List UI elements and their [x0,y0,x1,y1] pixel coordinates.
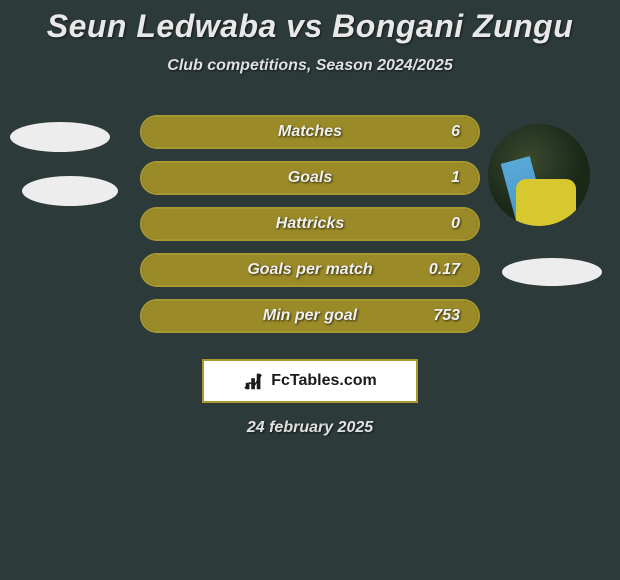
stat-row-goals: Goals 1 [140,161,480,195]
stat-row-min-per-goal: Min per goal 753 [140,299,480,333]
stat-row-matches: Matches 6 [140,115,480,149]
stat-value: 6 [451,123,460,141]
stat-label: Matches [278,123,342,141]
stat-row-goals-per-match: Goals per match 0.17 [140,253,480,287]
stat-label: Hattricks [276,215,344,233]
subtitle: Club competitions, Season 2024/2025 [167,57,452,75]
stat-value: 0 [451,215,460,233]
comparison-card: Seun Ledwaba vs Bongani Zungu Club compe… [0,0,620,437]
date-text: 24 february 2025 [247,419,373,437]
page-title: Seun Ledwaba vs Bongani Zungu [47,8,574,45]
stat-label: Min per goal [263,307,357,325]
stats-list: Matches 6 Goals 1 Hattricks 0 Goals per … [0,115,620,437]
stat-row-hattricks: Hattricks 0 [140,207,480,241]
logo-text: FcTables.com [271,372,377,390]
stat-value: 753 [433,307,460,325]
stat-value: 0.17 [429,261,460,279]
bar-chart-icon [243,370,265,392]
stat-label: Goals per match [247,261,372,279]
source-logo-badge[interactable]: FcTables.com [202,359,418,403]
stat-value: 1 [451,169,460,187]
stat-label: Goals [288,169,332,187]
